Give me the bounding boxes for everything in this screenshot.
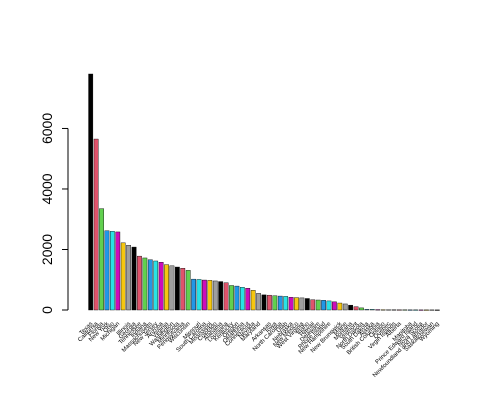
bar-28	[239, 287, 245, 311]
y-tick-label: 2000	[39, 234, 55, 265]
bar-29	[245, 288, 251, 311]
bar-8	[131, 246, 137, 311]
bar-58	[402, 309, 408, 311]
bar-37	[288, 297, 294, 311]
bar-62	[424, 309, 429, 311]
bar-41	[310, 299, 316, 311]
bar-33	[267, 294, 272, 311]
bar-40	[304, 298, 310, 311]
bar-56	[391, 309, 397, 311]
bar-51	[364, 309, 370, 311]
bar-32	[261, 294, 267, 311]
bar-63	[429, 309, 435, 311]
bar-60	[413, 309, 418, 311]
bar-57	[397, 309, 402, 311]
bar-44	[326, 300, 332, 311]
bar-0	[88, 73, 94, 311]
bar-31	[256, 293, 261, 311]
bar-18	[185, 270, 191, 311]
bar-16	[174, 266, 180, 311]
bar-49	[353, 306, 359, 311]
y-axis: 0 2000 4000 6000	[39, 113, 69, 314]
bar-50	[359, 307, 364, 311]
bar-39	[299, 297, 305, 311]
y-tick-label: 6000	[39, 113, 55, 144]
bar-7	[126, 245, 131, 311]
bar-3	[104, 230, 110, 311]
bar-24	[218, 281, 224, 311]
bar-21	[202, 279, 207, 311]
bar-17	[180, 268, 186, 311]
bar-45	[332, 301, 337, 311]
bar-14	[164, 264, 169, 311]
bar-4	[110, 231, 115, 311]
bar-2	[99, 208, 104, 311]
bar-1	[93, 138, 99, 311]
bar-23	[212, 280, 218, 311]
bar-48	[348, 304, 354, 311]
bar-13	[158, 261, 164, 311]
bar-42	[315, 299, 321, 311]
bar-10	[142, 257, 148, 311]
bar-26	[229, 285, 234, 311]
y-tick-label: 0	[39, 306, 55, 314]
y-tick-label: 4000	[39, 173, 55, 204]
bar-46	[337, 302, 343, 311]
bar-36	[283, 296, 289, 311]
bar-35	[277, 295, 283, 311]
bar-53	[375, 309, 381, 311]
bar-20	[196, 279, 202, 311]
bar-27	[234, 285, 240, 311]
bar-47	[342, 303, 348, 311]
bar-30	[250, 290, 256, 311]
bar-5	[115, 231, 121, 311]
bar-64	[434, 309, 440, 311]
bar-43	[321, 300, 326, 311]
bar-22	[207, 280, 213, 311]
bar-38	[294, 297, 299, 311]
bar-54	[380, 309, 386, 311]
bar-61	[418, 309, 424, 311]
bar-25	[223, 282, 229, 311]
bar-19	[191, 278, 196, 311]
bar-34	[272, 295, 278, 311]
bar-9	[137, 255, 142, 311]
bar-59	[407, 309, 413, 311]
bar-12	[153, 260, 159, 311]
bars-group	[88, 73, 440, 311]
bar-11	[147, 259, 153, 311]
bar-6	[120, 242, 126, 311]
bar-15	[169, 265, 175, 311]
bar-55	[386, 309, 391, 311]
bar-52	[369, 309, 375, 311]
